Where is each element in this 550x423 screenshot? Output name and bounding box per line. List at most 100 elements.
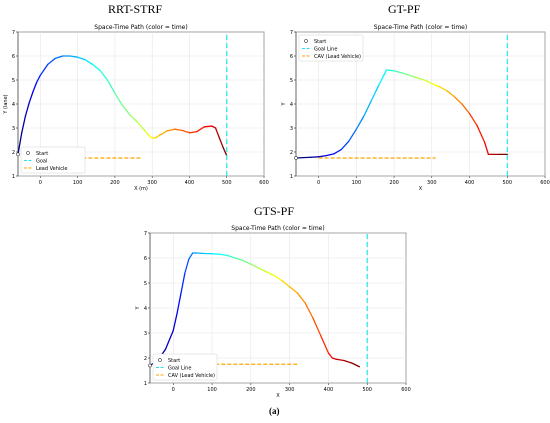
legend-label: Lead Vehicle <box>36 166 67 172</box>
path-segment <box>408 74 418 79</box>
path-segment <box>325 153 335 157</box>
path-segment <box>416 76 425 81</box>
legend-label: Start <box>168 358 180 364</box>
y-tick-label: 7 <box>290 30 293 36</box>
chart-title: Space-Time Path (color = time) <box>231 225 324 232</box>
path-segment <box>317 154 327 158</box>
path-segment <box>438 86 448 92</box>
path-segment <box>335 358 345 362</box>
x-tick-label: 500 <box>362 387 372 393</box>
path-segment <box>47 57 56 66</box>
x-tick-label: 400 <box>465 180 475 186</box>
path-segment <box>355 115 365 130</box>
path-segment <box>166 128 176 132</box>
path-segment <box>281 279 291 288</box>
path-segment <box>195 252 205 255</box>
x-tick-label: 500 <box>222 180 232 186</box>
y-tick-label: 4 <box>144 306 147 312</box>
path-segment <box>446 90 456 98</box>
legend-box <box>152 353 218 381</box>
legend-box <box>20 146 86 174</box>
path-segment <box>351 362 361 368</box>
path-segment <box>211 253 221 255</box>
figure-caption: (a) <box>269 406 280 416</box>
path-segment <box>304 302 314 319</box>
x-axis-label: X <box>276 393 280 399</box>
path-segment <box>222 146 228 157</box>
path-segment <box>121 104 131 116</box>
path-segment <box>144 129 150 136</box>
path-segment <box>69 55 79 58</box>
path-segment <box>331 357 337 360</box>
path-segment <box>164 329 174 350</box>
x-tick-label: 0 <box>317 180 320 186</box>
y-tick-label: 3 <box>12 126 15 132</box>
x-tick-label: 300 <box>147 180 157 186</box>
y-tick-label: 4 <box>290 102 293 108</box>
path-segment <box>35 74 42 84</box>
y-tick-label: 7 <box>12 30 15 36</box>
y-tick-label: 1 <box>12 174 15 180</box>
y-tick-label: 6 <box>144 256 147 262</box>
path-segment <box>453 96 463 105</box>
x-tick-label: 100 <box>352 180 362 186</box>
start-marker <box>294 156 298 160</box>
y-tick-label: 2 <box>290 150 293 156</box>
path-segment <box>84 58 94 66</box>
path-segment <box>172 312 178 332</box>
path-segment <box>348 128 358 142</box>
path-segment <box>400 72 410 76</box>
path-segment <box>106 79 116 94</box>
path-segment <box>211 125 217 129</box>
x-axis-label: X <box>419 186 423 192</box>
chart-title: Space-Time Path (color = time) <box>94 24 187 31</box>
x-tick-label: 200 <box>246 387 256 393</box>
path-segment <box>188 252 194 260</box>
path-segment <box>296 292 306 304</box>
x-axis-label: X (m) <box>134 186 148 192</box>
path-segment <box>431 82 441 88</box>
path-segment <box>181 129 191 134</box>
y-axis-label: Y (lane) <box>3 94 9 114</box>
path-segment <box>378 69 388 86</box>
path-segment <box>147 134 153 139</box>
path-segment <box>468 112 478 127</box>
path-segment <box>24 102 30 117</box>
y-tick-label: 4 <box>12 102 15 108</box>
y-tick-label: 6 <box>290 54 293 60</box>
legend-label: Goal <box>36 158 47 164</box>
legend-start-marker <box>158 358 162 362</box>
legend-label: Goal Line <box>314 46 337 52</box>
path-segment <box>196 126 206 133</box>
y-tick-label: 5 <box>290 78 293 84</box>
y-tick-label: 3 <box>144 331 147 337</box>
panel-title-gts-pf: GTS-PF <box>254 204 295 218</box>
path-segment <box>242 259 252 265</box>
path-segment <box>203 125 213 128</box>
start-marker <box>16 152 20 157</box>
y-tick-label: 1 <box>144 381 147 387</box>
legend-label: Goal Line <box>168 365 191 371</box>
path-segment <box>226 254 236 259</box>
path-segment <box>17 132 23 156</box>
path-segment <box>99 69 109 81</box>
panel-title-rrt-strf: RRT-STRF <box>108 2 163 16</box>
path-segment <box>39 63 49 76</box>
path-segment <box>312 317 322 337</box>
y-tick-label: 6 <box>12 54 15 60</box>
y-axis-label: Y <box>281 102 287 107</box>
y-tick-label: 5 <box>12 78 15 84</box>
legend-label: Start <box>36 151 48 157</box>
path-segment <box>184 258 190 274</box>
path-segment <box>393 70 403 74</box>
y-tick-label: 2 <box>144 356 147 362</box>
path-segment <box>214 127 220 139</box>
x-tick-label: 300 <box>285 387 295 393</box>
x-tick-label: 0 <box>172 387 175 393</box>
x-tick-label: 500 <box>502 180 512 186</box>
start-marker <box>148 363 152 368</box>
y-tick-label: 5 <box>144 281 147 287</box>
